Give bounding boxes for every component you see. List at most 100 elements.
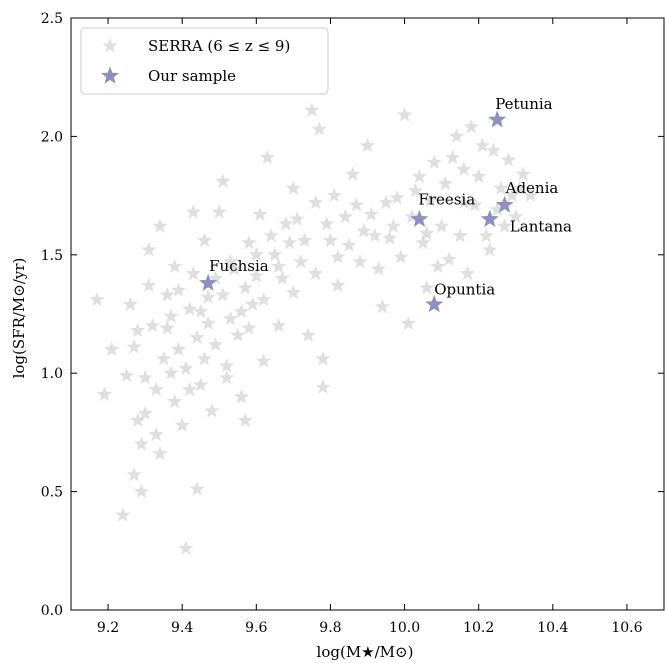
- serra-point: [241, 320, 257, 335]
- sample-points-layer: [199, 110, 514, 313]
- serra-point: [497, 218, 513, 233]
- serra-point: [330, 249, 346, 264]
- serra-point: [293, 253, 309, 269]
- x-tick-label: 10.4: [537, 620, 568, 636]
- serra-point: [248, 246, 264, 262]
- serra-point: [174, 417, 190, 432]
- annotation-adenia: Adenia: [505, 179, 559, 197]
- serra-point: [226, 261, 242, 276]
- serra-point: [467, 197, 483, 212]
- plot-frame: [70, 17, 665, 611]
- serra-point: [326, 187, 342, 203]
- serra-point: [130, 322, 146, 338]
- serra-point: [374, 298, 390, 314]
- serra-point: [356, 223, 372, 238]
- serra-point: [133, 483, 150, 499]
- serra-point: [259, 149, 276, 165]
- serra-point: [126, 339, 142, 354]
- serra-point: [237, 279, 253, 295]
- annotation-fuchsia: Fuchsia: [209, 257, 269, 275]
- serra-point: [508, 208, 524, 224]
- serra-point: [152, 218, 168, 233]
- serra-point: [289, 211, 305, 226]
- serra-point: [178, 540, 194, 555]
- serra-point: [367, 227, 383, 243]
- serra-point: [141, 242, 157, 257]
- serra-point: [419, 279, 435, 295]
- serra-point: [167, 393, 183, 409]
- serra-point: [181, 301, 198, 316]
- serra-point: [141, 277, 157, 293]
- serra-point: [300, 327, 316, 342]
- serra-point: [308, 265, 324, 281]
- serra-point: [315, 379, 331, 394]
- serra-point: [133, 436, 150, 451]
- serra-point: [144, 317, 161, 333]
- serra-point: [422, 192, 439, 207]
- serra-point: [352, 253, 368, 269]
- serra-point: [482, 242, 498, 257]
- serra-point: [437, 175, 453, 191]
- serra-point: [204, 403, 220, 418]
- serra-point: [137, 369, 153, 385]
- serra-point: [230, 327, 246, 342]
- serra-point: [278, 216, 294, 231]
- serra-point: [478, 227, 494, 243]
- serra-point: [163, 308, 179, 323]
- serra-point: [252, 206, 268, 222]
- serra-point: [285, 284, 301, 300]
- serra-point: [311, 121, 327, 136]
- serra-point: [245, 296, 261, 311]
- serra-point: [233, 388, 250, 404]
- serra-point: [445, 149, 461, 165]
- annotation-petunia: Petunia: [495, 95, 552, 113]
- serra-point: [215, 287, 231, 302]
- serra-point: [430, 258, 446, 274]
- serra-point: [341, 237, 357, 252]
- serra-point: [222, 310, 238, 326]
- serra-point: [181, 381, 198, 397]
- serra-point: [393, 249, 409, 264]
- serra-point: [222, 253, 238, 269]
- serra-point: [408, 182, 424, 198]
- sample-point-opuntia: [425, 295, 444, 313]
- serra-point: [196, 350, 213, 366]
- legend: SERRA (6 ≤ z ≤ 9) Our sample: [80, 27, 329, 95]
- serra-point: [189, 329, 205, 345]
- serra-point: [207, 270, 224, 285]
- serra-point: [118, 367, 135, 383]
- y-tick-label: 0.5: [41, 485, 63, 501]
- serra-point: [178, 360, 194, 375]
- serra-point: [282, 234, 298, 250]
- serra-point: [419, 225, 435, 240]
- legend-serra-marker: [102, 38, 118, 53]
- annotation-freesia: Freesia: [418, 190, 475, 208]
- serra-point: [207, 336, 224, 352]
- serra-point: [159, 320, 175, 335]
- sample-point-adenia: [495, 195, 514, 213]
- serra-point: [400, 315, 416, 330]
- serra-point: [185, 265, 201, 281]
- serra-point: [345, 166, 361, 181]
- serra-point: [396, 107, 413, 122]
- serra-point: [115, 507, 131, 522]
- serra-point: [511, 180, 528, 195]
- y-tick-label: 2.5: [41, 11, 63, 27]
- serra-point: [185, 204, 201, 219]
- annotation-lantana: Lantana: [510, 217, 572, 235]
- serra-point: [348, 197, 364, 212]
- serra-point: [104, 341, 120, 356]
- serra-point: [485, 142, 502, 158]
- serra-point: [382, 230, 398, 245]
- axes-layer: 9.2 9.4 9.6 9.8 10.0 10.2 10.4 10.6 0.0 0.5 1.0 1.5…: [41, 11, 665, 636]
- serra-point: [330, 277, 346, 293]
- serra-point: [200, 315, 216, 330]
- serra-point: [322, 232, 339, 248]
- sample-point-lantana: [480, 209, 499, 227]
- serra-point: [219, 358, 235, 373]
- serra-point: [359, 137, 376, 153]
- serra-point: [522, 187, 539, 203]
- serra-point: [389, 189, 405, 205]
- serra-point: [163, 365, 179, 380]
- serra-point: [156, 350, 172, 366]
